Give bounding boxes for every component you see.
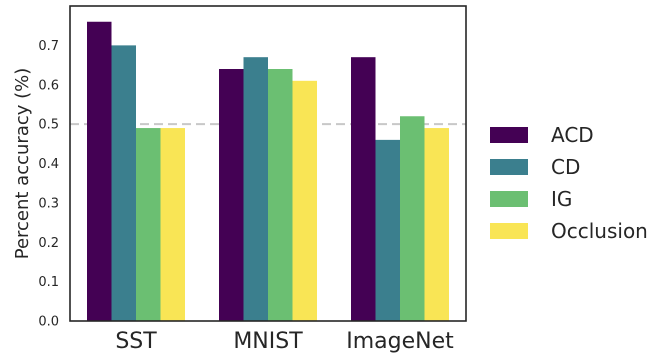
- bar-ig-mnist: [268, 69, 293, 321]
- legend-label-acd: ACD: [551, 123, 594, 147]
- bar-ig-imagenet: [400, 116, 425, 321]
- x-tick-label: ImageNet: [346, 329, 454, 354]
- bar-acd-mnist: [219, 69, 244, 321]
- legend-label-cd: CD: [551, 155, 580, 179]
- bar-cd-sst: [111, 45, 136, 321]
- y-tick-label: 0.2: [38, 236, 59, 251]
- bar-cd-mnist: [243, 57, 268, 321]
- plot-frame: [69, 5, 467, 322]
- legend-label-occlusion: Occlusion: [551, 219, 648, 243]
- x-tick-label: MNIST: [233, 329, 303, 354]
- legend-label-ig: IG: [551, 187, 572, 211]
- bar-ig-sst: [136, 128, 161, 321]
- y-tick-label: 0.7: [38, 39, 59, 54]
- bar-cd-imagenet: [375, 139, 400, 321]
- legend-swatch-ig: [490, 191, 528, 207]
- y-axis-ticks: 0.0 0.1 0.2 0.3 0.4 0.5 0.6 0.7: [38, 39, 59, 330]
- bars-layer: [87, 21, 449, 321]
- y-tick-label: 0.4: [38, 157, 59, 172]
- bar-acd-imagenet: [351, 57, 376, 321]
- legend-swatch-cd: [490, 159, 528, 175]
- y-tick-label: 0.5: [38, 118, 59, 133]
- x-tick-label: SST: [115, 329, 157, 354]
- bar-occlusion-imagenet: [424, 128, 449, 321]
- y-tick-label: 0.0: [38, 315, 59, 330]
- legend-swatch-occlusion: [490, 223, 528, 239]
- bar-occlusion-mnist: [292, 80, 317, 321]
- y-axis-title: Percent accuracy (%): [12, 68, 33, 260]
- y-tick-label: 0.6: [38, 78, 59, 93]
- bar-acd-sst: [87, 21, 112, 321]
- bar-occlusion-sst: [160, 128, 185, 321]
- y-tick-label: 0.1: [38, 275, 59, 290]
- x-axis-ticks: SST MNIST ImageNet: [115, 329, 454, 354]
- y-tick-label: 0.3: [38, 196, 59, 211]
- legend-swatch-acd: [490, 127, 528, 143]
- legend: ACD CD IG Occlusion: [490, 123, 648, 243]
